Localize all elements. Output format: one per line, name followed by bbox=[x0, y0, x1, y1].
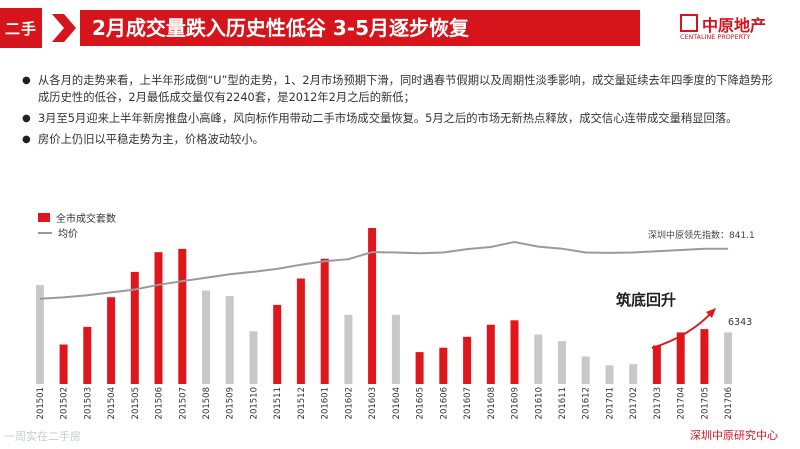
x-tick-label: 201507 bbox=[178, 387, 188, 419]
logo-en-text: CENTALINE PROPERTY bbox=[680, 33, 751, 41]
x-tick-label: 201511 bbox=[273, 387, 283, 419]
bar-201608 bbox=[486, 324, 495, 384]
x-tick-label: 201605 bbox=[416, 387, 426, 419]
bar-201601 bbox=[320, 258, 329, 384]
bullet-item: 3月至5月迎来上半年新房推盘小高峰，风向标作用带动二手市场成交量恢复。5月之后的… bbox=[22, 110, 782, 127]
chart-legend: 全市成交套数 均价 bbox=[38, 210, 116, 240]
x-tick-label: 201607 bbox=[463, 387, 473, 419]
bar-201701 bbox=[605, 365, 614, 384]
x-tick-label: 201606 bbox=[439, 387, 449, 419]
bar-201706 bbox=[724, 332, 733, 384]
x-tick-label: 201603 bbox=[368, 387, 378, 419]
bar-201702 bbox=[629, 364, 638, 384]
x-tick-label: 201612 bbox=[582, 387, 592, 419]
legend-item-line: 均价 bbox=[38, 225, 116, 240]
bar-201605 bbox=[415, 352, 424, 384]
x-tick-label: 201610 bbox=[534, 387, 544, 419]
x-tick-label: 201504 bbox=[107, 387, 117, 419]
legend-item-bars: 全市成交套数 bbox=[38, 210, 116, 225]
x-tick-label: 201512 bbox=[297, 387, 307, 419]
bullet-list: 从各月的走势来看，上半年形成倒“U”型的走势，1、2月市场预期下滑，同时遇春节假… bbox=[22, 72, 782, 152]
bar-201508 bbox=[202, 290, 210, 384]
x-tick-label: 201508 bbox=[202, 387, 212, 419]
legend-line-label: 均价 bbox=[58, 229, 78, 240]
price-line bbox=[39, 240, 729, 300]
bar-201506 bbox=[154, 252, 163, 384]
bar-201704 bbox=[676, 332, 685, 384]
page-title: 2月成交量跌入历史性低谷 3-5月逐步恢复 bbox=[80, 10, 640, 46]
index-annotation: 深圳中原领先指数：841.1 bbox=[648, 229, 755, 241]
logo-cn-text: 中原地产 bbox=[702, 16, 767, 35]
bar-201507 bbox=[178, 248, 187, 384]
x-tick-label: 201704 bbox=[677, 387, 687, 419]
x-tick-label: 201502 bbox=[60, 387, 70, 419]
bar-201606 bbox=[439, 347, 448, 384]
bar-201604 bbox=[391, 314, 400, 384]
x-tick-label: 201608 bbox=[487, 387, 497, 419]
x-tick-label: 201602 bbox=[344, 387, 354, 419]
x-tick-label: 201705 bbox=[700, 387, 710, 419]
bar-201705 bbox=[700, 329, 709, 384]
chevron-right-icon bbox=[52, 14, 76, 42]
bar-201609 bbox=[510, 320, 519, 384]
x-tick-label: 201609 bbox=[511, 387, 521, 419]
bar-201510 bbox=[249, 331, 258, 384]
bar-201612 bbox=[581, 356, 590, 384]
bar-201512 bbox=[296, 278, 305, 384]
x-tick-label: 201604 bbox=[392, 387, 402, 419]
bar-201511 bbox=[273, 304, 282, 384]
x-tick-label: 201505 bbox=[131, 387, 141, 419]
recovery-annotation: 筑底回升 bbox=[615, 291, 676, 309]
bar-201503 bbox=[83, 326, 92, 384]
bar-201602 bbox=[344, 314, 353, 384]
bar-201703 bbox=[652, 345, 661, 384]
logo-mark-icon bbox=[680, 14, 698, 32]
bullet-item: 房价上仍旧以平稳走势为主，价格波动较小。 bbox=[22, 131, 782, 148]
bar-201610 bbox=[534, 334, 543, 384]
x-tick-label: 201706 bbox=[724, 387, 734, 419]
x-tick-label: 201601 bbox=[321, 387, 331, 419]
section-tag: 二手 bbox=[0, 8, 42, 48]
source-label: 深圳中原研究中心 bbox=[690, 429, 778, 442]
centaline-logo: 中原地产 CENTALINE PROPERTY bbox=[680, 12, 792, 46]
recovery-arrow-icon bbox=[651, 311, 713, 349]
legend-bar-swatch bbox=[38, 213, 50, 222]
bar-201501 bbox=[35, 285, 44, 384]
last-value-label: 6343 bbox=[728, 317, 752, 328]
x-tick-label: 201503 bbox=[83, 387, 93, 419]
legend-bar-label: 全市成交套数 bbox=[56, 214, 116, 225]
legend-line-swatch bbox=[38, 231, 52, 234]
x-tick-label: 201701 bbox=[605, 387, 615, 419]
bar-201502 bbox=[59, 344, 68, 384]
bar-201607 bbox=[463, 336, 472, 384]
x-tick-label: 201501 bbox=[36, 387, 46, 419]
x-tick-label: 201611 bbox=[558, 387, 568, 419]
x-tick-label: 201510 bbox=[249, 387, 259, 419]
bar-201603 bbox=[368, 228, 377, 384]
arrowhead-icon bbox=[706, 308, 716, 318]
bar-201611 bbox=[558, 341, 566, 384]
x-tick-label: 201506 bbox=[155, 387, 165, 419]
bullet-item: 从各月的走势来看，上半年形成倒“U”型的走势，1、2月市场预期下滑，同时遇春节假… bbox=[22, 72, 782, 106]
bar-201509 bbox=[225, 296, 234, 384]
x-tick-label: 201702 bbox=[629, 387, 639, 419]
watermark: 一周实在二手房 bbox=[4, 430, 81, 443]
x-tick-label: 201509 bbox=[226, 387, 236, 419]
bar-201504 bbox=[107, 297, 116, 384]
header: 二手 2月成交量跌入历史性低谷 3-5月逐步恢复 中原地产 CENTALINE … bbox=[0, 0, 800, 52]
bar-201505 bbox=[130, 271, 139, 384]
x-tick-label: 201703 bbox=[653, 387, 663, 419]
